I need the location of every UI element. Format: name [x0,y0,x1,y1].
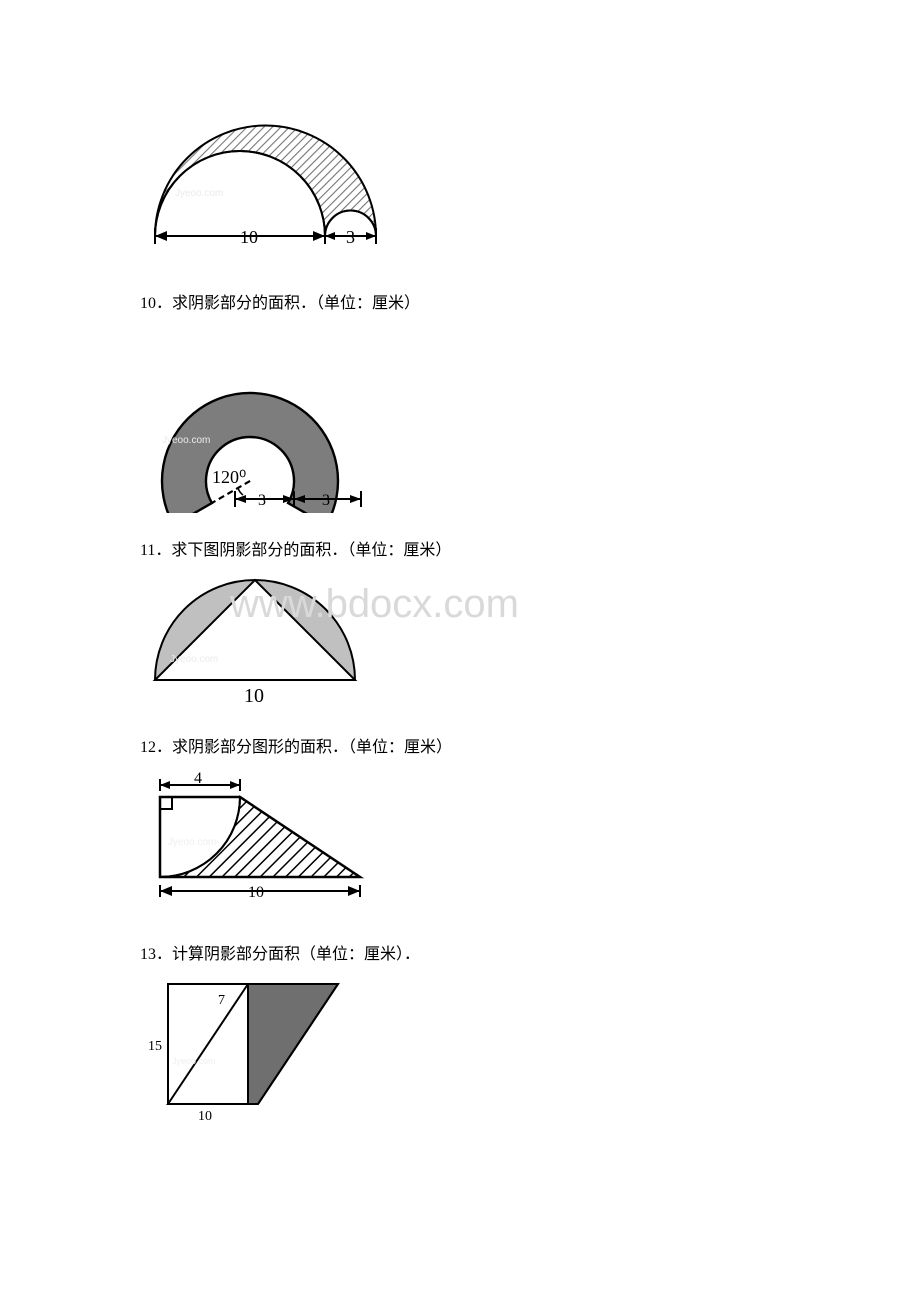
figure-10-svg: 120⁰ 3 3 Jyeoo.com [140,323,380,513]
figure-10: 120⁰ 3 3 Jyeoo.com [140,323,780,518]
watermark-small-3: Jyeoo.com [170,654,218,665]
fig11-dim: 10 [244,685,264,707]
fig13-dim-w: 10 [198,1109,212,1124]
problem-11-text: 11．求下图阴影部分的面积．（单位：厘米） [140,536,780,560]
problem-10-text: 10．求阴影部分的面积．（单位：厘米） [140,289,780,313]
figure-12-svg: 4 10 Jyeoo.com [140,767,380,917]
figure-12: 4 10 Jyeoo.com [140,767,780,922]
fig12-dim-top: 4 [194,770,202,787]
page: 10 3 Jyeoo.com 10．求阴影部分的面积．（单位：厘米） [0,0,920,1302]
fig12-dim-bottom: 10 [248,884,264,901]
fig10-angle: 120⁰ [212,467,246,487]
figure-13-svg: 15 10 7 Jyeoo.com [140,974,360,1124]
watermark-small-5: Jyeoo.com [172,1056,216,1066]
fig13-dim-top: 7 [218,993,225,1008]
fig10-dim-inner: 3 [258,492,266,509]
watermark-small-4: Jyeoo.com [168,837,216,848]
watermark-small-1: Jyeoo.com [175,188,223,199]
fig9-dim-left: 10 [240,227,258,247]
figure-11-svg: 10 Jyeoo.com [140,570,370,710]
watermark-small-2: Jyeoo.com [162,435,210,446]
fig10-dim-outer: 3 [322,492,330,509]
fig9-dim-right: 3 [346,227,355,247]
figure-9-svg: 10 3 Jyeoo.com [140,106,400,266]
fig13-dim-h: 15 [148,1039,162,1054]
figure-11: 10 Jyeoo.com www.bdocx.com [140,570,780,715]
problem-13-text: 13．计算阴影部分面积（单位：厘米）． [140,940,780,964]
problem-12-text: 12．求阴影部分图形的面积．（单位：厘米） [140,733,780,757]
figure-13: 15 10 7 Jyeoo.com [140,974,780,1129]
figure-9: 10 3 Jyeoo.com [140,106,780,271]
